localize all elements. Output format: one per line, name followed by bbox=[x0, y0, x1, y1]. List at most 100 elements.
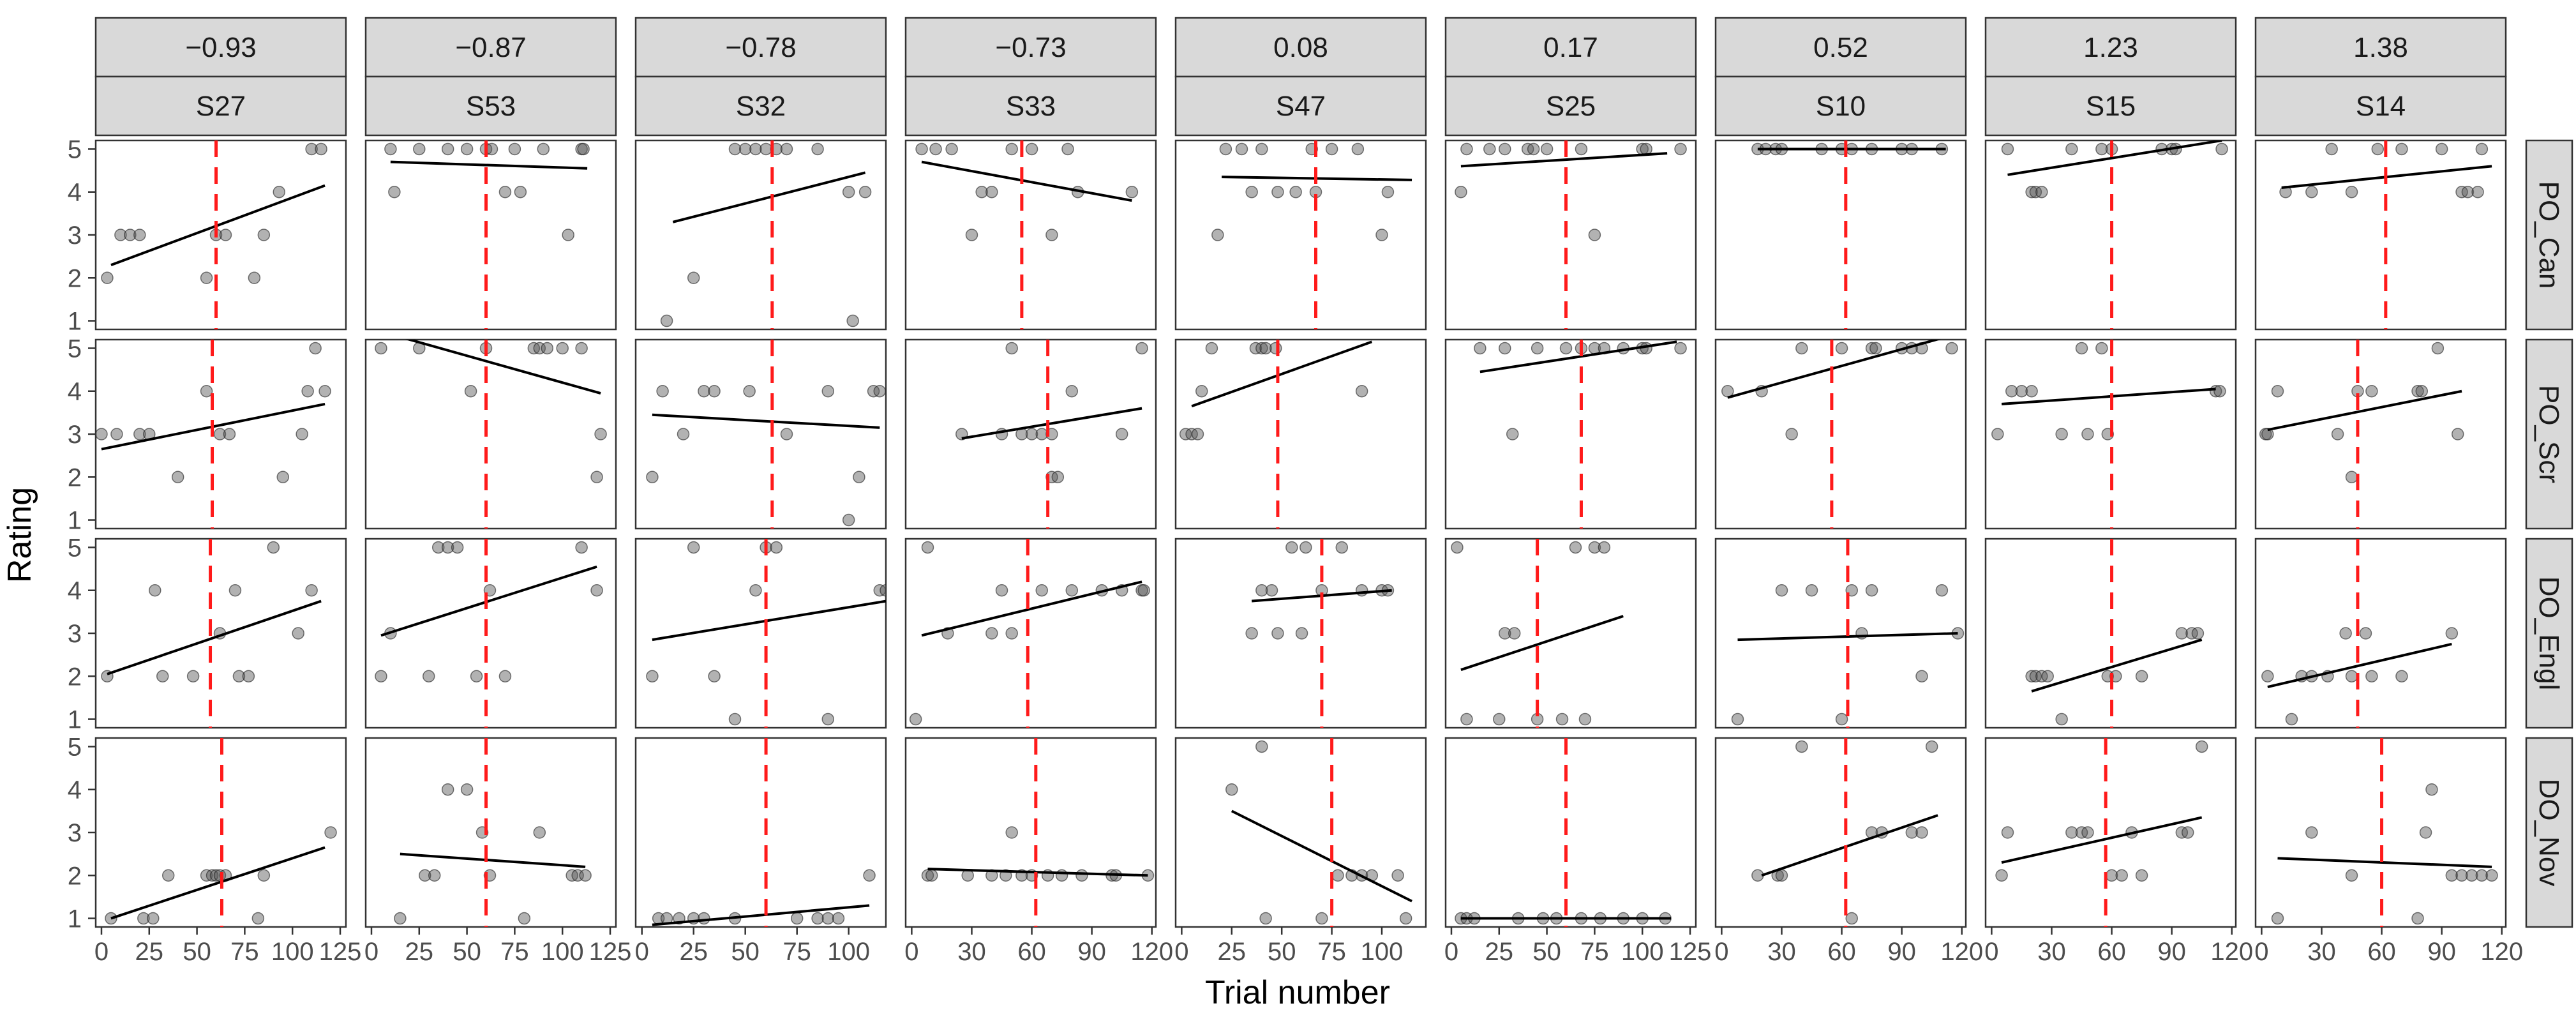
strip-subject-label: S14 bbox=[2356, 91, 2406, 122]
data-point bbox=[1869, 342, 1882, 355]
data-point bbox=[1506, 428, 1519, 440]
x-tick-label: 0 bbox=[1714, 938, 1728, 966]
data-point bbox=[821, 384, 835, 398]
row-strip-0 bbox=[2525, 139, 2573, 331]
data-point bbox=[2461, 185, 2475, 199]
data-point bbox=[2435, 142, 2448, 156]
x-tick-label: 125 bbox=[1669, 938, 1712, 966]
data-point bbox=[228, 584, 242, 597]
data-point bbox=[1945, 342, 1958, 355]
data-point bbox=[556, 342, 569, 355]
data-point bbox=[985, 185, 998, 199]
panel-DO_Nov-S14 bbox=[2254, 737, 2507, 928]
fit-line bbox=[1479, 340, 1677, 373]
data-point bbox=[811, 912, 824, 925]
data-point bbox=[1315, 912, 1328, 925]
fit-line bbox=[2001, 816, 2203, 864]
data-point bbox=[1055, 869, 1068, 882]
data-point bbox=[858, 185, 872, 199]
panel-content bbox=[909, 539, 1150, 728]
data-point bbox=[925, 869, 938, 882]
strip-coef-label: −0.73 bbox=[995, 32, 1066, 63]
data-point bbox=[1588, 229, 1601, 241]
y-tick-label: 3 bbox=[68, 620, 82, 648]
data-point bbox=[708, 384, 721, 398]
data-point bbox=[460, 783, 474, 796]
data-point bbox=[698, 384, 710, 398]
data-point bbox=[1865, 584, 1878, 597]
data-point bbox=[1355, 384, 1368, 398]
data-point bbox=[1493, 712, 1506, 726]
data-point bbox=[428, 869, 441, 882]
data-point bbox=[1255, 142, 1268, 156]
panel-content bbox=[2259, 340, 2464, 529]
data-point bbox=[267, 541, 280, 554]
data-point bbox=[2359, 627, 2372, 640]
data-point bbox=[1051, 471, 1065, 484]
panel-content bbox=[660, 140, 872, 329]
panel-content bbox=[1245, 539, 1395, 728]
x-tick-label: 0 bbox=[94, 938, 109, 966]
data-point bbox=[1785, 428, 1798, 440]
data-point bbox=[579, 869, 592, 882]
data-point bbox=[324, 826, 337, 839]
data-point bbox=[485, 142, 498, 156]
data-point bbox=[1035, 584, 1048, 597]
y-tick-label: 4 bbox=[68, 776, 82, 804]
data-point bbox=[1115, 428, 1128, 440]
data-point bbox=[1271, 627, 1284, 640]
panel-DO_Engl-S33 bbox=[904, 538, 1157, 729]
x-tick-label: 30 bbox=[957, 938, 986, 966]
data-point bbox=[1005, 342, 1018, 355]
data-point bbox=[2305, 826, 2318, 839]
strip-subject-0 bbox=[94, 75, 347, 137]
data-point bbox=[708, 670, 721, 683]
fit-line bbox=[110, 184, 326, 266]
data-point bbox=[590, 584, 603, 597]
data-point bbox=[394, 912, 407, 925]
y-tick-label: 5 bbox=[68, 135, 82, 163]
data-point bbox=[2339, 627, 2352, 640]
data-point bbox=[945, 142, 958, 156]
data-point bbox=[1299, 541, 1312, 554]
data-point bbox=[318, 384, 331, 398]
data-point bbox=[114, 229, 127, 241]
data-point bbox=[2065, 142, 2078, 156]
data-point bbox=[2271, 912, 2284, 925]
data-point bbox=[1219, 142, 1232, 156]
data-point bbox=[296, 428, 308, 440]
y-tick-label: 1 bbox=[68, 507, 82, 535]
data-point bbox=[811, 142, 824, 156]
x-tick-label: 0 bbox=[1444, 938, 1458, 966]
data-point bbox=[2135, 869, 2148, 882]
data-point bbox=[1005, 627, 1018, 640]
row-strip-3 bbox=[2525, 737, 2573, 928]
x-tick-label: 60 bbox=[1827, 938, 1856, 966]
data-point bbox=[498, 670, 512, 683]
strip-subject-1 bbox=[364, 75, 617, 137]
facet-panels bbox=[94, 139, 2507, 928]
data-point bbox=[1005, 142, 1018, 156]
fit-line bbox=[390, 160, 588, 170]
panel-DO_Engl-S14 bbox=[2254, 538, 2507, 729]
panel-content bbox=[1455, 738, 1672, 927]
data-point bbox=[1499, 627, 1511, 640]
data-point bbox=[929, 142, 942, 156]
strip-coef-label: −0.93 bbox=[185, 32, 256, 63]
panel-content bbox=[1211, 140, 1412, 329]
panel-content bbox=[1721, 340, 1958, 529]
data-point bbox=[1555, 712, 1569, 726]
data-point bbox=[1005, 826, 1018, 839]
data-point bbox=[2445, 869, 2459, 882]
data-point bbox=[577, 142, 590, 156]
data-point bbox=[1474, 342, 1486, 355]
y-tick-label: 1 bbox=[68, 308, 82, 336]
panel-PO_Scr-S25 bbox=[1444, 338, 1697, 530]
data-point bbox=[470, 670, 483, 683]
column-strips: −0.93 S27 −0.87 S53 −0.78 S32 −0.73 S33 0.08 S47 0… bbox=[94, 17, 2507, 137]
fit-line bbox=[1727, 340, 1942, 399]
data-point bbox=[514, 185, 527, 199]
data-point bbox=[2055, 712, 2068, 726]
data-point bbox=[533, 826, 546, 839]
x-tick-label: 25 bbox=[1485, 938, 1514, 966]
